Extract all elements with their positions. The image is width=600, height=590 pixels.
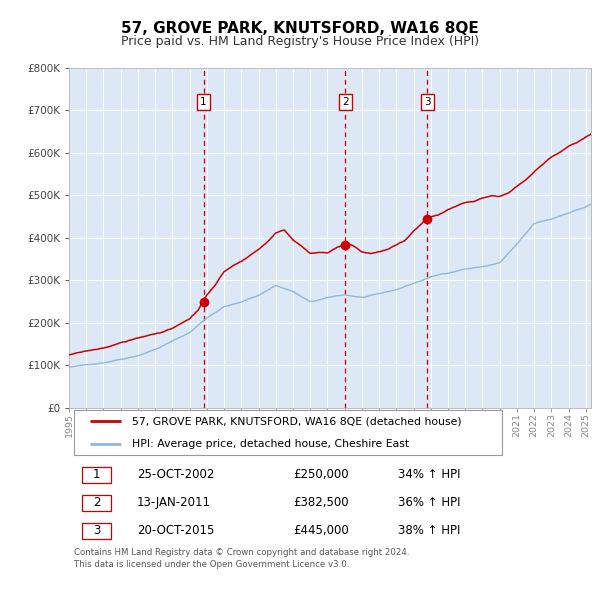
Text: £250,000: £250,000 bbox=[293, 468, 349, 481]
Text: 25-OCT-2002: 25-OCT-2002 bbox=[137, 468, 214, 481]
Text: 38% ↑ HPI: 38% ↑ HPI bbox=[398, 525, 460, 537]
FancyBboxPatch shape bbox=[82, 467, 111, 483]
Text: 20-OCT-2015: 20-OCT-2015 bbox=[137, 525, 214, 537]
Text: Contains HM Land Registry data © Crown copyright and database right 2024.
This d: Contains HM Land Registry data © Crown c… bbox=[74, 548, 410, 569]
Text: HPI: Average price, detached house, Cheshire East: HPI: Average price, detached house, Ches… bbox=[131, 440, 409, 450]
FancyBboxPatch shape bbox=[82, 495, 111, 511]
FancyBboxPatch shape bbox=[74, 410, 502, 455]
Text: 57, GROVE PARK, KNUTSFORD, WA16 8QE: 57, GROVE PARK, KNUTSFORD, WA16 8QE bbox=[121, 21, 479, 35]
Text: 1: 1 bbox=[92, 468, 100, 481]
FancyBboxPatch shape bbox=[82, 523, 111, 539]
Text: 2: 2 bbox=[342, 97, 349, 107]
Text: 2: 2 bbox=[92, 496, 100, 509]
Text: 57, GROVE PARK, KNUTSFORD, WA16 8QE (detached house): 57, GROVE PARK, KNUTSFORD, WA16 8QE (det… bbox=[131, 417, 461, 427]
Text: Price paid vs. HM Land Registry's House Price Index (HPI): Price paid vs. HM Land Registry's House … bbox=[121, 35, 479, 48]
Text: 3: 3 bbox=[93, 525, 100, 537]
Text: 36% ↑ HPI: 36% ↑ HPI bbox=[398, 496, 460, 509]
Text: 1: 1 bbox=[200, 97, 207, 107]
Text: £382,500: £382,500 bbox=[293, 496, 349, 509]
Text: 34% ↑ HPI: 34% ↑ HPI bbox=[398, 468, 460, 481]
Text: 3: 3 bbox=[424, 97, 431, 107]
Text: 13-JAN-2011: 13-JAN-2011 bbox=[137, 496, 211, 509]
Text: £445,000: £445,000 bbox=[293, 525, 349, 537]
